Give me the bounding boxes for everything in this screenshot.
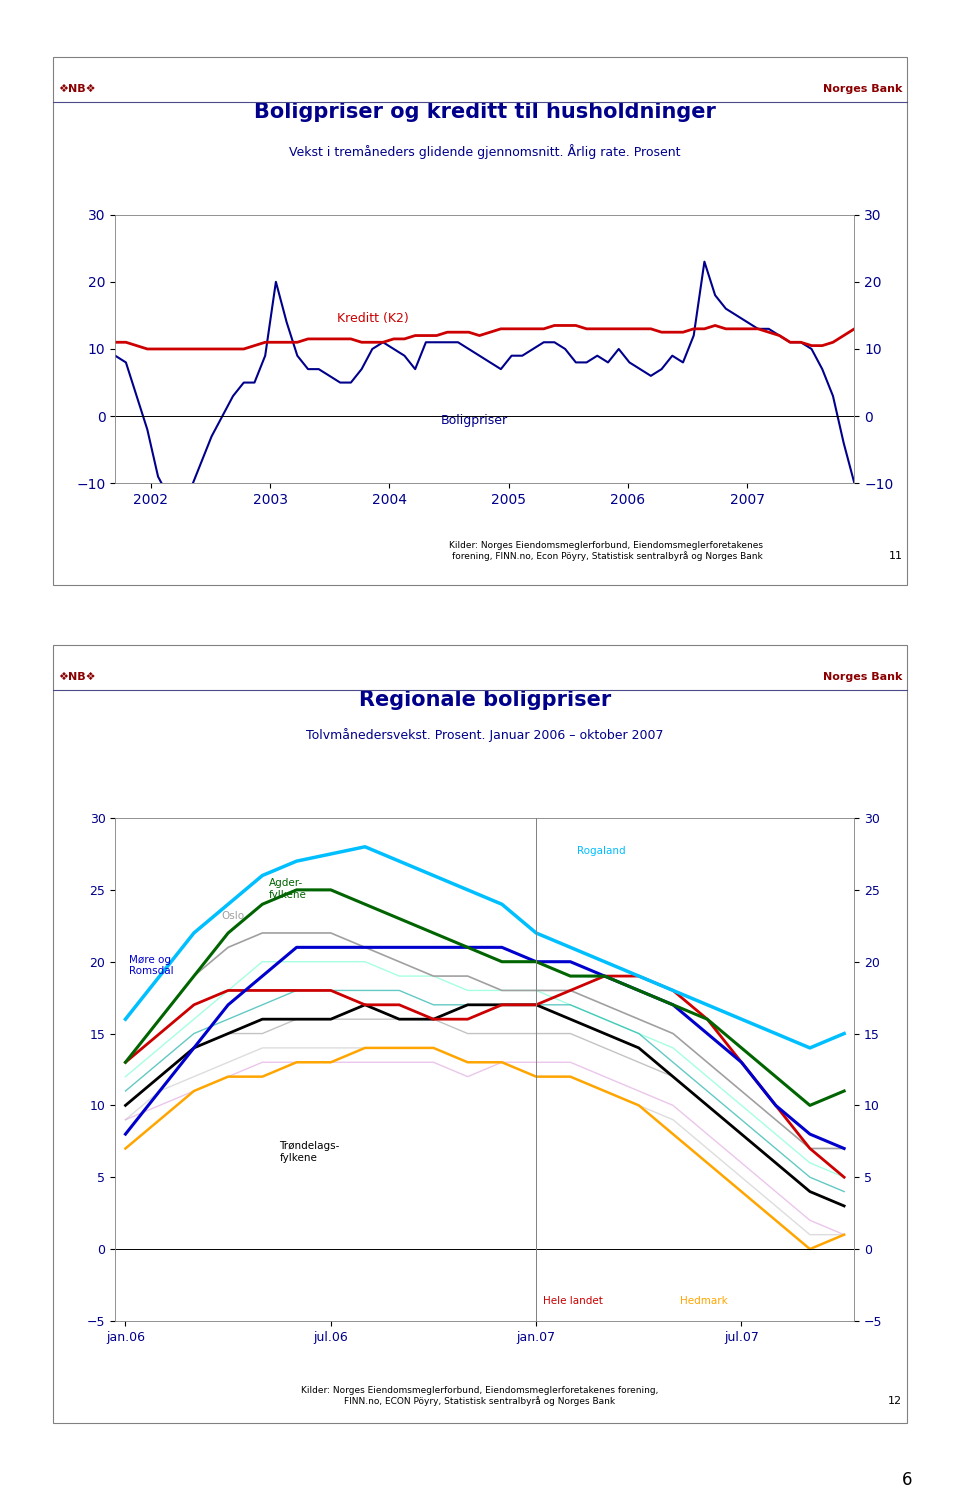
Text: Kilder: Norges Eiendomsmeglerforbund, Eiendomsmeglerforetakenes forening,
FINN.n: Kilder: Norges Eiendomsmeglerforbund, Ei…: [301, 1385, 659, 1406]
Text: Oslo: Oslo: [222, 911, 245, 920]
Text: 6: 6: [901, 1471, 912, 1489]
Text: ❖NB❖: ❖NB❖: [58, 672, 95, 683]
Text: 11: 11: [888, 551, 902, 561]
Text: Kreditt (K2): Kreditt (K2): [337, 312, 409, 326]
Text: Boligpriser: Boligpriser: [441, 414, 508, 428]
Text: Møre og
Romsdal: Møre og Romsdal: [129, 955, 174, 976]
Text: Hele landet: Hele landet: [543, 1295, 603, 1306]
Text: Vekst i tremåneders glidende gjennomsnitt. Årlig rate. Prosent: Vekst i tremåneders glidende gjennomsnit…: [289, 144, 681, 159]
Text: Kilder: Norges Eiendomsmeglerforbund, Eiendomsmeglerforetakenes
forening, FINN.n: Kilder: Norges Eiendomsmeglerforbund, Ei…: [449, 540, 763, 561]
Text: 12: 12: [888, 1396, 902, 1406]
Text: Regionale boligpriser: Regionale boligpriser: [359, 690, 611, 710]
Text: Hedmark: Hedmark: [680, 1295, 728, 1306]
Text: Boligpriser og kreditt til husholdninger: Boligpriser og kreditt til husholdninger: [253, 102, 716, 122]
Text: ❖NB❖: ❖NB❖: [58, 84, 95, 95]
Text: Tolvmånedersvekst. Prosent. Januar 2006 – oktober 2007: Tolvmånedersvekst. Prosent. Januar 2006 …: [306, 728, 663, 741]
Text: Rogaland: Rogaland: [577, 847, 626, 856]
Text: Norges Bank: Norges Bank: [823, 672, 902, 683]
Text: Agder-
fylkene: Agder- fylkene: [269, 878, 307, 901]
Text: Norges Bank: Norges Bank: [823, 84, 902, 95]
Text: Trøndelags-
fylkene: Trøndelags- fylkene: [279, 1141, 340, 1163]
